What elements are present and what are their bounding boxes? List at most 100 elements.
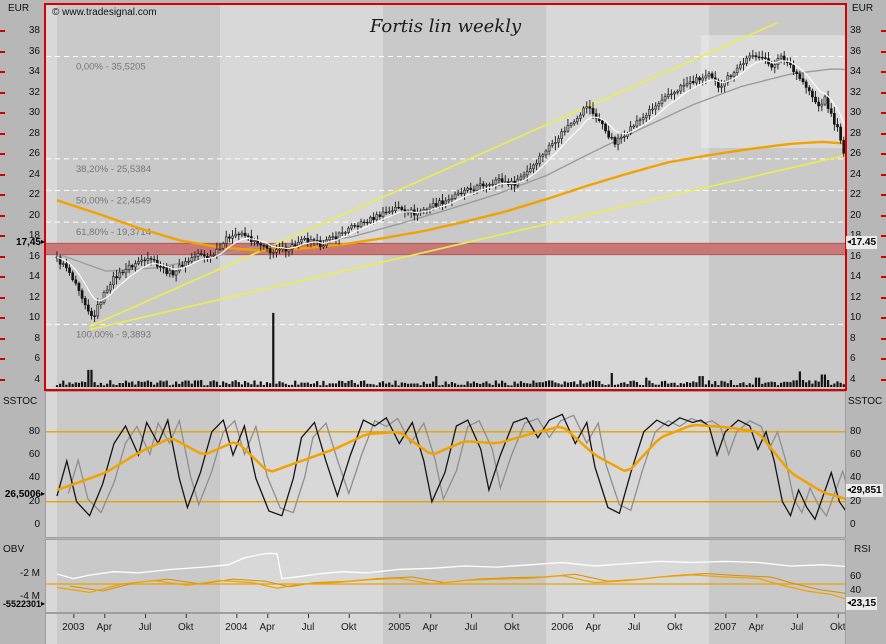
svg-text:Okt: Okt [504,622,520,633]
svg-text:50,00% - 22,4549: 50,00% - 22,4549 [76,195,151,206]
svg-text:Jul: Jul [628,622,641,633]
price-tick-label: 32 [850,86,862,98]
sstoc-label-right: SSTOC [848,396,883,407]
axis-tick-mark [881,112,886,115]
price-tick-label: 6 [850,353,856,365]
axis-tick-mark [881,337,886,340]
last-price-value-right: 17.45 [851,237,877,248]
axis-tick-mark [0,153,5,156]
obv-value: -5522301 [2,599,41,609]
svg-text:Jul: Jul [139,622,152,633]
axis-tick-mark [0,235,5,238]
price-tick-label: 8 [34,332,40,344]
axis-tick-mark [881,378,886,381]
axis-tick-mark [881,358,886,361]
svg-text:0,00% - 35,5205: 0,00% - 35,5205 [76,61,146,72]
axis-tick-mark [881,276,886,279]
price-tick-label: 18 [850,230,861,242]
arrow-left-icon: ◂ [847,485,852,494]
arrow-right-icon: ▸ [40,489,45,498]
obv-tick-label: -2 M [20,568,40,579]
price-tick-label: 22 [28,189,40,201]
price-chart-canvas[interactable]: 0,00% - 35,5205 38,20% - 25,5384 50,00% - … [46,5,845,389]
price-tick-label: 18 [28,230,40,242]
axis-tick-mark [881,30,886,32]
right-value-axis[interactable]: EUR SSTOC RSI ◂17.45 ◂29,851 ◂23,15 38 36… [846,0,886,644]
price-tick-label: 10 [850,312,862,324]
price-tick-label: 36 [850,45,862,57]
sstoc-tick-label: 40 [850,472,862,484]
svg-text:2005: 2005 [388,622,411,633]
axis-tick-mark [0,173,5,176]
axis-tick-mark [0,112,5,115]
axis-tick-mark [0,71,5,74]
rsi-badge: ◂23,15 [846,597,878,610]
svg-text:Okt: Okt [341,622,357,633]
svg-text:Apr: Apr [585,622,601,633]
price-tick-label: 28 [28,127,40,139]
sstoc-tick-label: 80 [850,425,862,437]
axis-tick-mark [0,337,5,340]
arrow-right-icon: ▸ [40,237,45,246]
price-tick-label: 30 [28,107,40,119]
axis-tick-mark [881,50,886,53]
obv-rsi-chart-canvas[interactable] [46,540,845,612]
price-tick-label: 16 [850,250,862,262]
currency-label-left: EUR [8,3,30,14]
stochastic-chart-canvas[interactable] [46,392,845,537]
obv-rsi-panel [45,539,846,613]
svg-text:Okt: Okt [830,622,845,633]
currency-label-right: EUR [852,3,874,14]
svg-text:2004: 2004 [225,622,248,633]
price-tick-label: 20 [28,209,40,221]
svg-text:Apr: Apr [259,622,275,633]
price-tick-label: 24 [28,168,40,180]
price-panel: 0,00% - 35,5205 38,20% - 25,5384 50,00% - … [45,4,846,390]
rsi-tick-label: 60 [850,571,862,582]
price-tick-label: 16 [28,250,40,262]
price-tick-label: 36 [28,45,40,57]
svg-text:Jul: Jul [302,622,315,633]
svg-text:100,00% - 9,3893: 100,00% - 9,3893 [76,330,151,341]
price-tick-label: 14 [28,271,40,283]
axis-tick-mark [881,214,886,217]
sstoc-tick-label: 60 [850,449,862,461]
price-tick-label: 26 [28,148,40,160]
time-axis[interactable]: 2003 Apr Jul Okt 2004 Apr Jul Okt 2005 Apr Jul Okt 2… [45,613,846,644]
axis-tick-mark [0,91,5,94]
axis-tick-mark [0,30,5,32]
left-value-axis[interactable]: EUR SSTOC OBV 17,45▸ 26,5006▸ -5522301▸ … [0,0,46,644]
sstoc-tick-label: 20 [28,495,40,507]
axis-tick-mark [881,91,886,94]
axis-tick-mark [881,132,886,135]
svg-text:2006: 2006 [551,622,574,633]
last-price-badge-right: ◂17.45 [846,236,878,249]
svg-text:Jul: Jul [465,622,478,633]
sstoc-tick-label: 0 [34,519,40,530]
price-tick-label: 34 [28,66,40,78]
axis-tick-mark [0,255,5,258]
obv-tick-label: -4 M [20,591,40,602]
copyright-label: © www.tradesignal.com [52,7,157,18]
svg-text:2007: 2007 [714,622,737,633]
price-tick-label: 10 [28,312,40,324]
axis-tick-mark [0,296,5,299]
sstoc-tick-label: 20 [850,495,862,507]
arrow-right-icon: ▸ [40,599,45,608]
axis-tick-mark [881,71,886,74]
axis-tick-mark [881,235,886,238]
obv-label: OBV [3,544,25,555]
price-tick-label: 12 [850,291,862,303]
price-tick-label: 34 [850,66,862,78]
svg-text:38,20% - 25,5384: 38,20% - 25,5384 [76,164,151,175]
svg-text:Apr: Apr [422,622,438,633]
price-tick-label: 22 [850,189,862,201]
svg-text:Okt: Okt [667,622,683,633]
svg-text:61,80% - 19,3714: 61,80% - 19,3714 [76,227,151,238]
last-price-value-left: 17,45 [15,237,41,248]
axis-tick-mark [881,194,886,197]
arrow-left-icon: ◂ [847,237,852,246]
svg-text:Apr: Apr [96,622,112,633]
price-tick-label: 38 [850,25,862,36]
sstoc-tick-label: 0 [850,519,856,530]
